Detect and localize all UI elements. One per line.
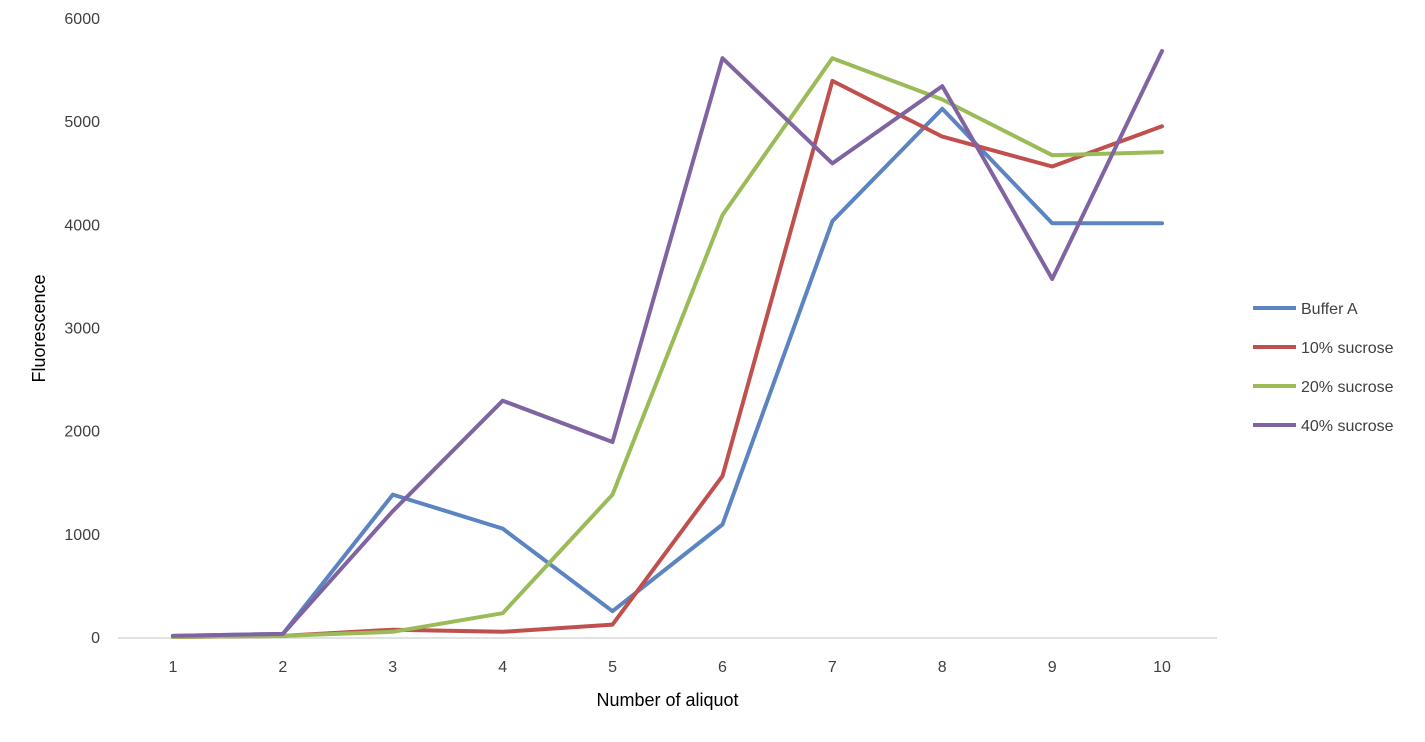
x-tick-label: 2: [278, 659, 287, 676]
x-tick-label: 8: [938, 659, 947, 676]
x-tick-label: 5: [608, 659, 617, 676]
x-tick-label: 10: [1153, 659, 1171, 676]
x-tick-label: 7: [828, 659, 837, 676]
y-tick-label: 1000: [64, 527, 100, 544]
y-tick-label: 0: [91, 630, 100, 647]
y-tick-label: 5000: [64, 114, 100, 131]
legend-label: 10% sucrose: [1301, 340, 1394, 357]
x-axis-title: Number of aliquot: [596, 690, 738, 710]
legend-label: 40% sucrose: [1301, 418, 1394, 435]
x-tick-label: 4: [498, 659, 507, 676]
series-line-4: [170, 49, 1164, 638]
series-line-1: [170, 106, 1164, 638]
series-lines: [170, 49, 1164, 639]
series-line-3: [170, 56, 1164, 639]
y-tick-label: 2000: [64, 424, 100, 441]
x-tick-label: 9: [1048, 659, 1057, 676]
legend-label: 20% sucrose: [1301, 379, 1394, 396]
x-tick-label: 6: [718, 659, 727, 676]
y-tick-label: 6000: [64, 11, 100, 28]
x-tick-label: 3: [388, 659, 397, 676]
y-axis-title: Fluorescence: [29, 274, 49, 382]
axes: 0 1000 2000 3000 4000 5000 6000 1 2 3 4 5 6 7 8 9 10: [64, 11, 1217, 676]
legend: Buffer A 10% sucrose 20% sucrose 40% sucros…: [1253, 301, 1394, 435]
legend-label: Buffer A: [1301, 301, 1358, 318]
y-tick-label: 4000: [64, 217, 100, 234]
x-tick-label: 1: [168, 659, 177, 676]
y-tick-label: 3000: [64, 321, 100, 338]
